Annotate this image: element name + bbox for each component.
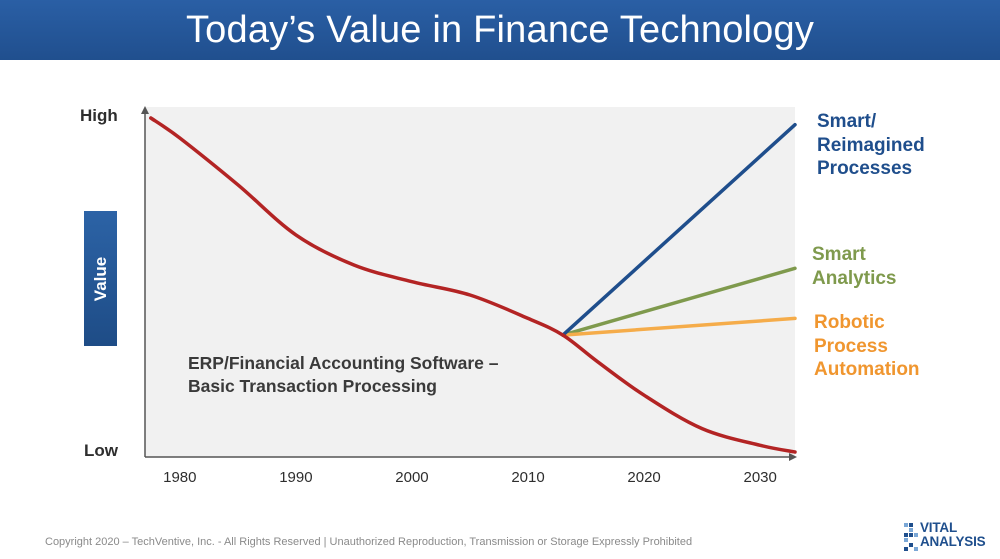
label-rpa-3: Automation xyxy=(814,359,920,380)
series-smart-reimagined-line xyxy=(561,122,797,337)
title-banner: Today’s Value in Finance Technology xyxy=(0,0,1000,60)
x-tick-2020: 2020 xyxy=(627,469,660,486)
label-smart-analytics-1: Smart xyxy=(812,244,866,265)
value-axis-badge: Value xyxy=(84,211,117,346)
label-smart-reimagined-2: Reimagined xyxy=(817,134,925,156)
y-axis-title: Value xyxy=(90,256,110,301)
series-rpa-line xyxy=(561,316,797,337)
x-tick-2000: 2000 xyxy=(395,469,428,486)
label-smart-reimagined-1: Smart/ xyxy=(817,111,877,132)
y-axis-arrow xyxy=(141,106,149,114)
y-high-label: High xyxy=(80,106,118,125)
logo-line1: VITAL xyxy=(920,520,957,535)
label-rpa: Robotic Process Automation xyxy=(814,311,920,382)
plot-area xyxy=(145,107,795,457)
x-tick-1990: 1990 xyxy=(279,469,312,486)
series-smart-analytics-line xyxy=(561,266,797,337)
label-smart-analytics-2: Analytics xyxy=(812,267,897,289)
x-tick-2030: 2030 xyxy=(743,469,776,486)
label-smart-reimagined-3: Processes xyxy=(817,158,913,179)
x-tick-2010: 2010 xyxy=(511,469,544,486)
logo-wordmark: VITAL ANALYSIS xyxy=(920,520,986,549)
erp-annotation-line1: ERP/Financial Accounting Software – xyxy=(188,353,499,373)
y-low-label: Low xyxy=(84,441,118,460)
series-lines xyxy=(149,116,797,454)
page-title: Today’s Value in Finance Technology xyxy=(185,9,815,51)
label-smart-reimagined: Smart/ Reimagined Processes xyxy=(817,110,925,181)
logo-grid-icon xyxy=(904,523,918,551)
x-tick-1980: 1980 xyxy=(163,469,196,486)
series-erp-curve xyxy=(149,116,797,454)
x-tick-labels: 1980 1990 2000 2010 2020 2030 xyxy=(163,469,777,486)
label-rpa-2: Process xyxy=(814,335,888,357)
label-rpa-1: Robotic xyxy=(814,312,885,333)
erp-annotation: ERP/Financial Accounting Software – Basi… xyxy=(188,352,499,398)
copyright-footer: Copyright 2020 – TechVentive, Inc. - All… xyxy=(45,536,693,548)
erp-annotation-line2: Basic Transaction Processing xyxy=(188,376,437,396)
logo-line2: ANALYSIS xyxy=(920,534,986,549)
label-smart-analytics: Smart Analytics xyxy=(812,243,896,290)
x-axis-arrow xyxy=(789,453,797,461)
vital-analysis-logo: VITAL ANALYSIS xyxy=(904,521,994,553)
